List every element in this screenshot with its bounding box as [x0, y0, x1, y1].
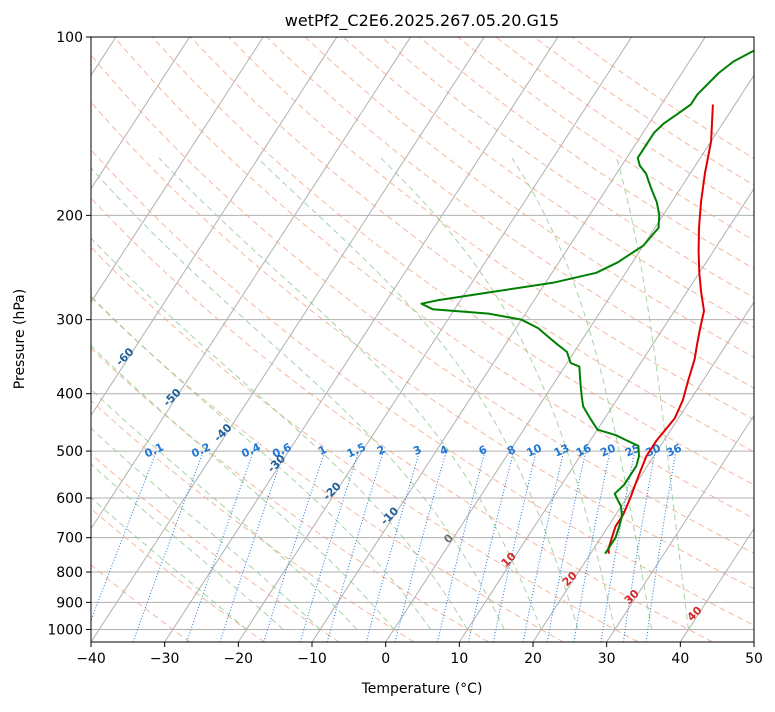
x-tick-label: −30 — [150, 651, 180, 667]
x-tick-label: 30 — [598, 651, 616, 667]
x-tick-label: −40 — [76, 651, 106, 667]
y-tick-label: 900 — [56, 595, 83, 611]
x-tick-label: 40 — [671, 651, 689, 667]
x-tick-label: 0 — [381, 651, 390, 667]
y-tick-label: 100 — [56, 30, 83, 46]
y-tick-label: 500 — [56, 444, 83, 460]
y-tick-label: 300 — [56, 313, 83, 329]
y-tick-label: 200 — [56, 208, 83, 224]
x-tick-label: 10 — [450, 651, 468, 667]
y-axis-label: Pressure (hPa) — [12, 289, 28, 389]
x-tick-label: 20 — [524, 651, 542, 667]
x-axis-label: Temperature (°C) — [361, 681, 483, 697]
y-tick-label: 600 — [56, 491, 83, 507]
x-tick-label: 50 — [745, 651, 763, 667]
y-tick-label: 800 — [56, 565, 83, 581]
chart-title: wetPf2_C2E6.2025.267.05.20.G15 — [285, 11, 559, 31]
x-tick-label: −20 — [224, 651, 254, 667]
x-tick-label: −10 — [297, 651, 327, 667]
y-tick-label: 400 — [56, 387, 83, 403]
y-tick-label: 700 — [56, 531, 83, 547]
y-tick-label: 1000 — [47, 622, 83, 638]
